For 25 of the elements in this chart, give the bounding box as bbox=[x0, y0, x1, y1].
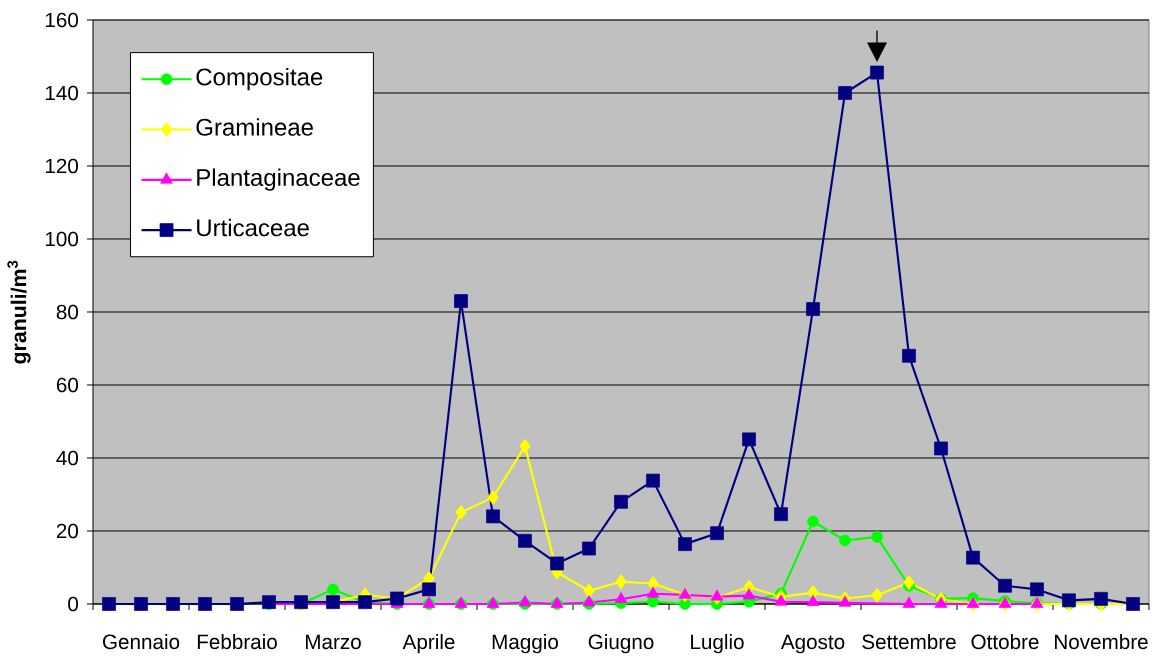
y-tick-label: 140 bbox=[45, 85, 79, 101]
y-tick-label: 60 bbox=[56, 377, 79, 393]
y-tick-label: 20 bbox=[56, 523, 79, 539]
x-tick-label: Marzo bbox=[305, 634, 361, 650]
y-tick-label: 120 bbox=[45, 158, 79, 174]
y-tick-label: 80 bbox=[56, 304, 79, 320]
x-tick-label: Gennaio bbox=[102, 634, 180, 650]
x-tick-label: Giugno bbox=[588, 634, 654, 654]
legend-label: Gramineae bbox=[196, 118, 313, 136]
x-tick-label: Settembre bbox=[862, 634, 956, 650]
x-tick-label: Novembre bbox=[1055, 634, 1148, 650]
legend-label: Plantaginaceae bbox=[197, 168, 360, 191]
x-tick-label: Febbraio bbox=[197, 634, 277, 650]
x-tick-label: Maggio bbox=[492, 634, 559, 654]
x-tick-label: Luglio bbox=[691, 634, 744, 654]
y-tick-label: 100 bbox=[45, 231, 79, 247]
y-tick-label: 0 bbox=[68, 596, 79, 612]
legend-label: Compositae bbox=[196, 67, 323, 91]
x-tick-label: Agosto bbox=[780, 634, 845, 654]
x-tick-label: Ottobre bbox=[971, 634, 1039, 650]
y-tick-label: 40 bbox=[56, 450, 79, 466]
x-tick-label: Aprile bbox=[402, 634, 455, 654]
y-tick-label: 160 bbox=[45, 12, 79, 28]
y-axis-title: granuli/m$^{3}$ bbox=[7, 260, 31, 364]
legend-label: Urticaceae bbox=[197, 218, 309, 237]
